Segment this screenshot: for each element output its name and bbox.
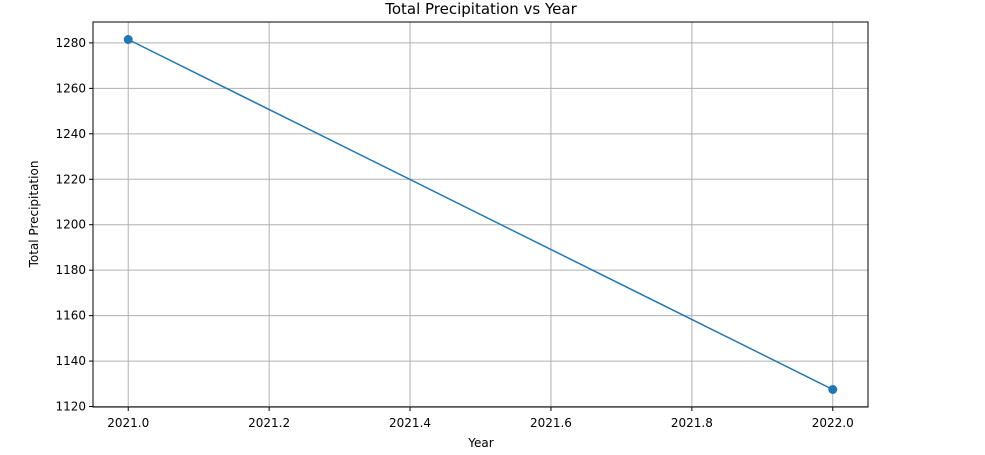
y-tick-label: 1280: [55, 36, 86, 50]
y-tick-label: 1240: [55, 127, 86, 141]
x-tick-label: 2022.0: [812, 416, 854, 430]
x-tick-label: 2021.8: [671, 416, 713, 430]
y-tick-label: 1140: [55, 354, 86, 368]
x-tick-label: 2021.6: [530, 416, 572, 430]
x-axis-label: Year: [467, 436, 493, 450]
series-line: [127, 38, 834, 391]
x-tick-label: 2021.0: [107, 416, 149, 430]
plot-frame: [92, 21, 869, 408]
y-tick-label: 1200: [55, 218, 86, 232]
series-layer: [123, 35, 838, 394]
grid: [93, 22, 868, 408]
chart-title: Total Precipitation vs Year: [384, 0, 577, 18]
y-tick-label: 1160: [55, 309, 86, 323]
x-tick-label: 2021.2: [248, 416, 290, 430]
data-point: [828, 385, 838, 394]
y-tick-label: 1180: [55, 263, 86, 277]
axes: 2021.0 2021.2 2021.4 2021.6 2021.8 2022.0 1120…: [55, 36, 853, 430]
y-tick-label: 1120: [55, 400, 86, 414]
y-tick-label: 1260: [55, 81, 86, 95]
y-axis-label: Total Precipitation: [27, 161, 41, 269]
data-point: [123, 35, 133, 44]
y-tick-label: 1220: [55, 172, 86, 186]
x-tick-label: 2021.4: [389, 416, 431, 430]
